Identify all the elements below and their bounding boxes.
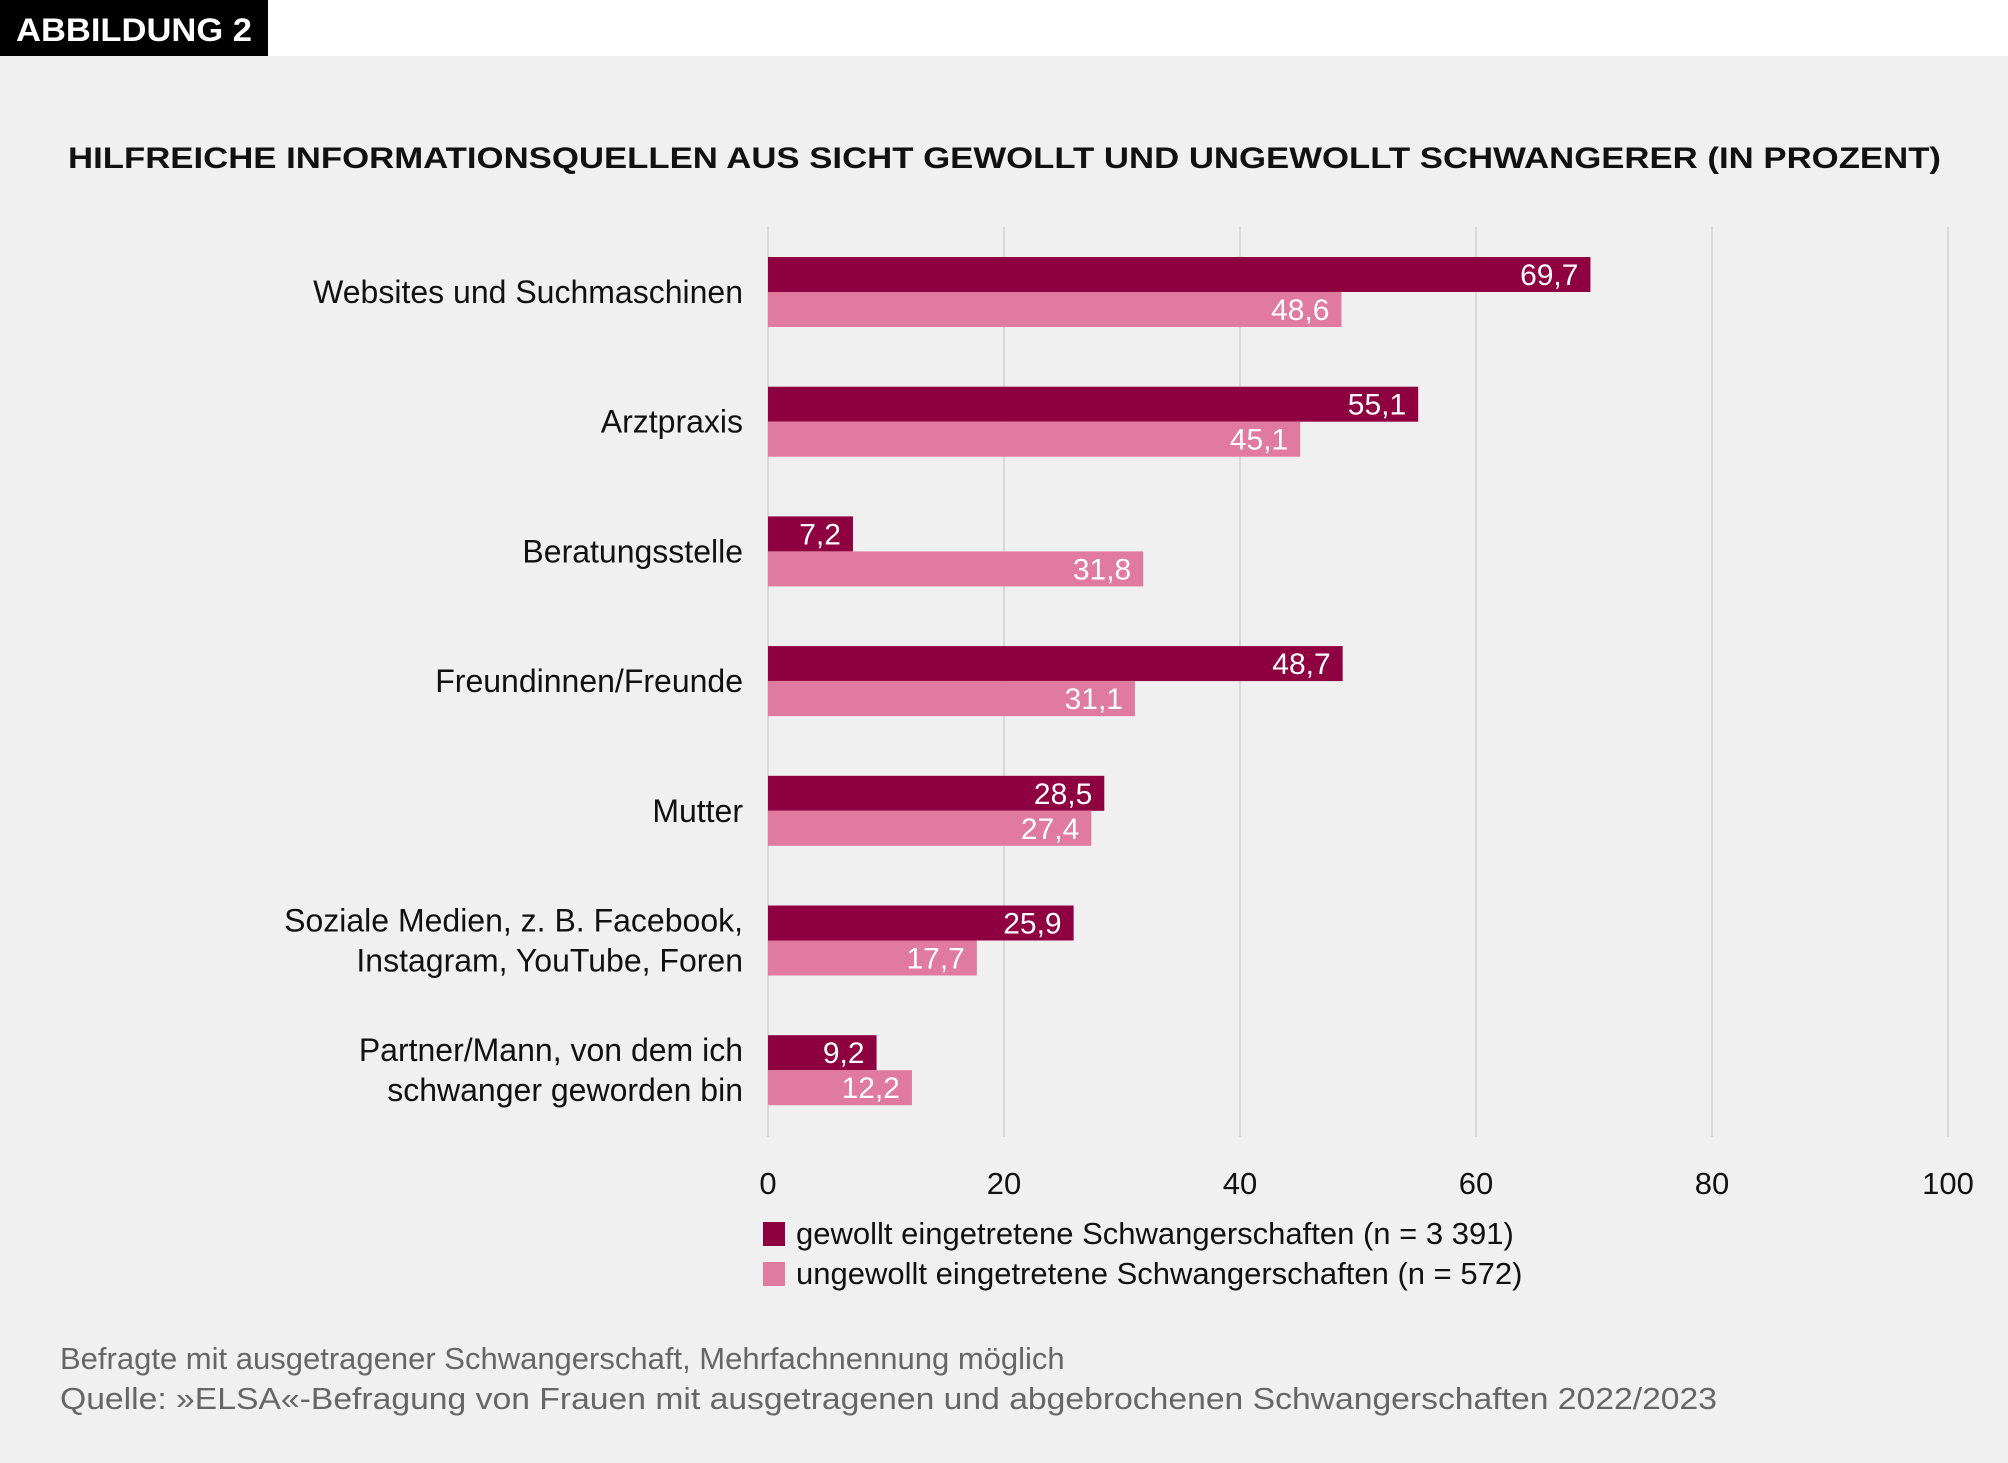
bar-value-label: 27,4 [1021,813,1079,846]
x-tick-label: 20 [987,1166,1021,1201]
category-label: Beratungsstelle [522,533,743,569]
bar-gewollt [768,905,1074,941]
bar-value-label: 31,1 [1065,683,1123,716]
x-tick-label: 100 [1922,1166,1974,1201]
bar-value-label: 17,7 [906,943,964,976]
legend-swatch [763,1222,785,1246]
category-label: Websites und Suchmaschinen [313,274,743,310]
bar-ungewollt [768,1070,912,1106]
bar-ungewollt [768,681,1135,717]
bar-value-label: 25,9 [1003,908,1061,941]
x-tick-label: 0 [759,1166,776,1201]
bar-value-label: 48,7 [1272,648,1330,681]
category-label: Freundinnen/Freunde [435,663,743,699]
x-tick-label: 80 [1695,1166,1729,1201]
category-label: Mutter [652,793,743,829]
x-tick-label: 60 [1459,1166,1493,1201]
top-strip [0,0,2008,56]
bar-ungewollt [768,292,1342,327]
legend-label: ungewollt eingetretene Schwangerschaften… [796,1256,1522,1291]
category-label: schwanger geworden bin [387,1072,743,1108]
bar-value-label: 28,5 [1034,778,1092,811]
bar-gewollt [768,516,853,552]
bar-ungewollt [768,810,1092,846]
legend-label: gewollt eingetretene Schwangerschaften (… [796,1216,1514,1251]
category-label: Soziale Medien, z. B. Facebook, [284,903,743,939]
bar-gewollt [768,775,1105,811]
legend-swatch [763,1262,785,1286]
bar-value-label: 9,2 [823,1037,865,1070]
category-label: Arztpraxis [601,404,743,440]
bar-value-label: 45,1 [1230,424,1288,457]
x-tick-label: 40 [1223,1166,1257,1201]
bar-gewollt [768,646,1343,682]
bar-value-label: 31,8 [1073,553,1131,586]
footnote: Befragte mit ausgetragener Schwangerscha… [60,1341,1065,1376]
figure-badge: ABBILDUNG 2 [16,12,252,48]
bar-value-label: 7,2 [799,518,841,551]
bar-value-label: 12,2 [842,1072,900,1105]
bar-value-label: 55,1 [1348,389,1406,422]
bar-value-label: 48,6 [1271,294,1329,327]
bar-ungewollt [768,421,1301,457]
bar-gewollt [768,257,1591,292]
source: Quelle: »ELSA«-Befragung von Frauen mit … [60,1381,1717,1416]
badge-box [0,0,268,56]
category-label: Instagram, YouTube, Foren [356,943,743,979]
bar-ungewollt [768,940,977,976]
category-label: Partner/Mann, von dem ich [359,1032,743,1068]
chart-title: HILFREICHE INFORMATIONSQUELLEN AUS SICHT… [68,142,1941,175]
bar-gewollt [768,1035,877,1071]
bar-gewollt [768,386,1419,422]
bar-ungewollt [768,551,1144,587]
bar-value-label: 69,7 [1520,259,1578,292]
